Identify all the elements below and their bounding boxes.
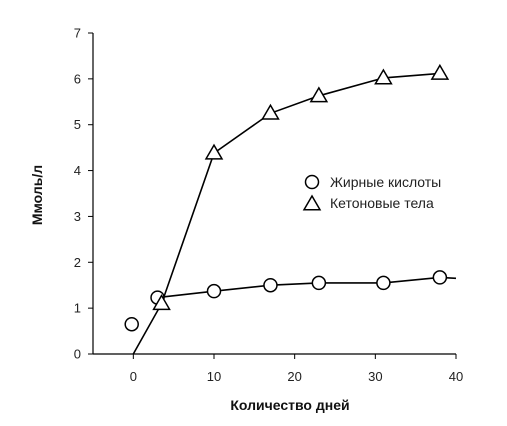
x-axis-title: Количество дней <box>230 397 349 413</box>
y-tick-label: 1 <box>74 301 81 316</box>
data-point-triangle <box>309 86 329 103</box>
x-tick-label: 20 <box>287 369 301 384</box>
y-tick-label: 2 <box>74 255 81 270</box>
x-tick-label: 40 <box>449 369 463 384</box>
series-line <box>157 276 457 299</box>
data-point-triangle <box>152 294 171 311</box>
data-point-triangle <box>204 143 224 160</box>
legend-label: Кетоновые тела <box>330 195 434 211</box>
data-point-circle <box>376 275 391 291</box>
data-point-circle <box>311 275 327 291</box>
y-tick-label: 4 <box>74 163 81 178</box>
axes: 0 1 2 3 4 5 6 7 0 10 20 30 40 <box>74 26 463 385</box>
legend: Жирные кислоты Кетоновые тела <box>302 174 441 211</box>
series-2 <box>132 63 450 355</box>
data-point-triangle <box>374 68 393 85</box>
y-tick-label: 3 <box>74 209 81 224</box>
y-tick-label: 7 <box>74 26 81 41</box>
y-tick-label: 6 <box>74 71 81 86</box>
legend-label: Жирные кислоты <box>330 174 441 190</box>
x-tick-label: 30 <box>368 369 382 384</box>
data-point-circle <box>263 277 278 293</box>
series-1 <box>124 270 457 332</box>
y-axis-title: Ммоль/л <box>29 165 45 225</box>
data-point-circle <box>124 316 139 332</box>
data-point-triangle <box>261 103 280 120</box>
legend-marker-triangle <box>302 194 322 211</box>
y-tick-label: 0 <box>74 347 81 362</box>
x-tick-label: 0 <box>130 369 137 384</box>
legend-marker-circle <box>304 174 320 190</box>
data-point-circle <box>432 270 448 285</box>
data-point-circle <box>206 283 222 299</box>
series-layer <box>124 63 457 355</box>
series-line <box>132 72 440 355</box>
data-point-triangle <box>430 63 450 80</box>
y-tick-label: 5 <box>74 117 81 132</box>
x-tick-label: 10 <box>207 369 221 384</box>
